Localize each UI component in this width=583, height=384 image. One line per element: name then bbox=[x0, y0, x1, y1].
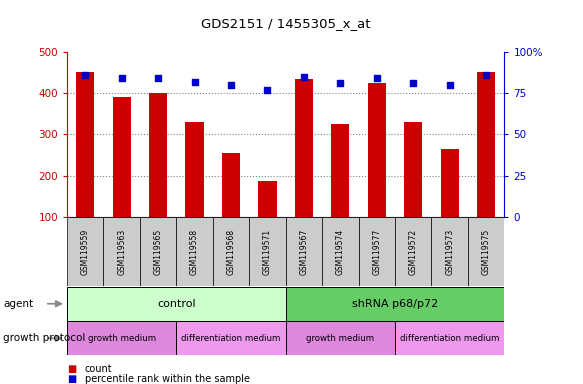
Text: GSM119563: GSM119563 bbox=[117, 228, 126, 275]
Point bbox=[190, 78, 199, 84]
Bar bbox=[76, 73, 94, 258]
Bar bbox=[286, 287, 504, 321]
Bar bbox=[395, 321, 504, 355]
Bar bbox=[140, 217, 177, 286]
Bar bbox=[322, 217, 359, 286]
Text: ■: ■ bbox=[67, 374, 76, 384]
Bar bbox=[67, 321, 177, 355]
Bar bbox=[185, 122, 203, 258]
Bar bbox=[468, 217, 504, 286]
Point bbox=[117, 75, 127, 81]
Bar bbox=[149, 93, 167, 258]
Text: GSM119568: GSM119568 bbox=[227, 228, 236, 275]
Point bbox=[336, 80, 345, 86]
Text: shRNA p68/p72: shRNA p68/p72 bbox=[352, 299, 438, 309]
Bar bbox=[258, 180, 276, 258]
Text: growth protocol: growth protocol bbox=[3, 333, 85, 343]
Text: GSM119558: GSM119558 bbox=[190, 228, 199, 275]
Bar bbox=[104, 217, 140, 286]
Bar bbox=[222, 153, 240, 258]
Bar bbox=[286, 321, 395, 355]
Bar bbox=[395, 217, 431, 286]
Point bbox=[80, 72, 90, 78]
Text: GSM119574: GSM119574 bbox=[336, 228, 345, 275]
Point bbox=[445, 82, 454, 88]
Text: ■: ■ bbox=[67, 364, 76, 374]
Bar bbox=[177, 321, 286, 355]
Text: differentiation medium: differentiation medium bbox=[181, 334, 280, 343]
Bar bbox=[67, 217, 104, 286]
Bar bbox=[177, 217, 213, 286]
Bar bbox=[331, 124, 349, 258]
Point bbox=[482, 72, 491, 78]
Bar bbox=[431, 217, 468, 286]
Text: control: control bbox=[157, 299, 196, 309]
Bar bbox=[213, 217, 250, 286]
Text: percentile rank within the sample: percentile rank within the sample bbox=[85, 374, 250, 384]
Bar bbox=[441, 149, 459, 258]
Text: count: count bbox=[85, 364, 112, 374]
Point bbox=[372, 75, 381, 81]
Bar bbox=[113, 97, 131, 258]
Text: GSM119571: GSM119571 bbox=[263, 228, 272, 275]
Text: GSM119575: GSM119575 bbox=[482, 228, 490, 275]
Point bbox=[299, 74, 308, 80]
Point bbox=[409, 80, 418, 86]
Text: GSM119573: GSM119573 bbox=[445, 228, 454, 275]
Text: GSM119572: GSM119572 bbox=[409, 228, 417, 275]
Text: agent: agent bbox=[3, 299, 33, 309]
Bar bbox=[404, 122, 422, 258]
Point bbox=[263, 87, 272, 93]
Point bbox=[226, 82, 236, 88]
Text: growth medium: growth medium bbox=[306, 334, 374, 343]
Bar bbox=[359, 217, 395, 286]
Text: growth medium: growth medium bbox=[87, 334, 156, 343]
Text: GDS2151 / 1455305_x_at: GDS2151 / 1455305_x_at bbox=[201, 17, 370, 30]
Text: GSM119577: GSM119577 bbox=[373, 228, 381, 275]
Bar bbox=[295, 79, 313, 258]
Text: differentiation medium: differentiation medium bbox=[400, 334, 499, 343]
Text: GSM119565: GSM119565 bbox=[154, 228, 163, 275]
Bar bbox=[477, 73, 495, 258]
Text: GSM119567: GSM119567 bbox=[300, 228, 308, 275]
Bar bbox=[286, 217, 322, 286]
Bar bbox=[368, 83, 386, 258]
Bar bbox=[250, 217, 286, 286]
Text: GSM119559: GSM119559 bbox=[81, 228, 90, 275]
Point bbox=[153, 75, 163, 81]
Bar bbox=[67, 287, 286, 321]
